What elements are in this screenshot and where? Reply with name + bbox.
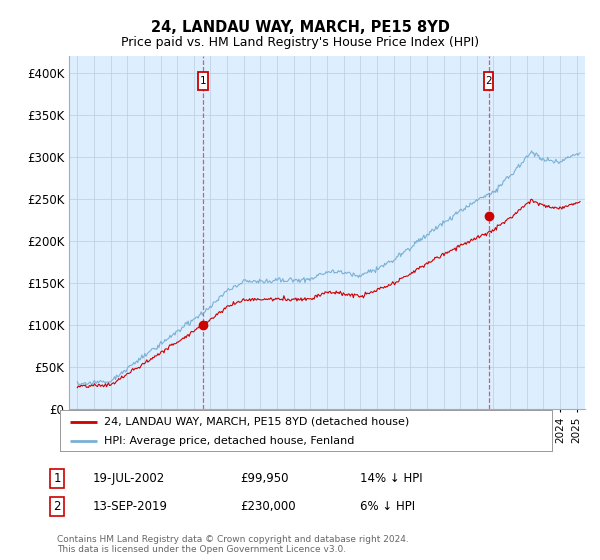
Text: 24, LANDAU WAY, MARCH, PE15 8YD: 24, LANDAU WAY, MARCH, PE15 8YD (151, 20, 449, 35)
Text: 1: 1 (53, 472, 61, 486)
Text: 24, LANDAU WAY, MARCH, PE15 8YD (detached house): 24, LANDAU WAY, MARCH, PE15 8YD (detache… (104, 417, 410, 427)
Text: 19-JUL-2002: 19-JUL-2002 (93, 472, 165, 486)
Text: Price paid vs. HM Land Registry's House Price Index (HPI): Price paid vs. HM Land Registry's House … (121, 36, 479, 49)
Text: £99,950: £99,950 (240, 472, 289, 486)
Text: HPI: Average price, detached house, Fenland: HPI: Average price, detached house, Fenl… (104, 436, 355, 446)
Text: 14% ↓ HPI: 14% ↓ HPI (360, 472, 422, 486)
Text: £230,000: £230,000 (240, 500, 296, 514)
Text: Contains HM Land Registry data © Crown copyright and database right 2024.
This d: Contains HM Land Registry data © Crown c… (57, 535, 409, 554)
Text: 6% ↓ HPI: 6% ↓ HPI (360, 500, 415, 514)
Text: 1: 1 (200, 76, 206, 86)
FancyBboxPatch shape (484, 72, 493, 91)
Text: 2: 2 (53, 500, 61, 514)
Text: 13-SEP-2019: 13-SEP-2019 (93, 500, 168, 514)
Text: 2: 2 (485, 76, 492, 86)
FancyBboxPatch shape (199, 72, 208, 91)
